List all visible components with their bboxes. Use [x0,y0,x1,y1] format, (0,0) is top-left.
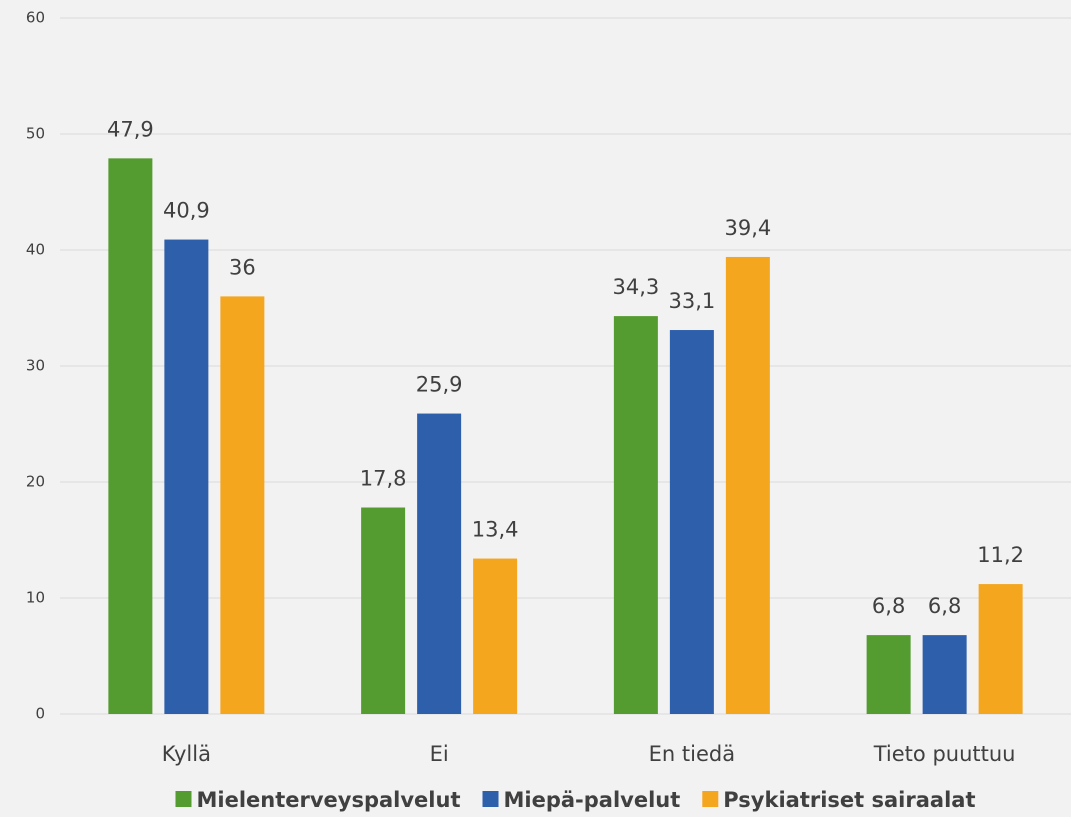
y-tick-label: 40 [26,241,45,259]
value-label: 40,9 [163,199,210,223]
x-tick-label: Kyllä [162,742,211,766]
bar [922,635,967,714]
value-label: 17,8 [360,467,407,491]
legend-swatch [175,791,192,807]
x-tick-label: En tiedä [649,742,735,766]
y-tick-label: 50 [26,125,45,143]
legend-label: Psykiatriset sairaalat [723,788,975,812]
legend-swatch [482,791,499,807]
bar [866,635,911,714]
value-label: 13,4 [472,518,519,542]
legend-label: Miepä-palvelut [504,788,681,812]
legend-swatch [702,791,719,807]
y-tick-label: 60 [26,9,45,27]
value-label: 33,1 [668,289,715,313]
value-label: 39,4 [724,216,771,240]
bar [417,413,462,714]
value-label: 34,3 [612,275,659,299]
value-label: 11,2 [977,543,1024,567]
x-tick-label: Ei [430,742,449,766]
bar [613,316,658,714]
y-tick-label: 20 [26,473,45,491]
value-label: 6,8 [872,594,905,618]
bar [669,330,714,714]
y-tick-label: 0 [35,705,45,723]
value-label: 6,8 [928,594,961,618]
value-label: 47,9 [107,117,154,141]
value-label: 36 [229,255,256,279]
bar [220,296,265,714]
bar [361,507,406,714]
bar [164,239,209,714]
bar [725,256,770,714]
bar [978,584,1023,714]
legend-label: Mielenterveyspalvelut [196,788,460,812]
bar [108,158,153,715]
bar [473,558,518,714]
y-tick-label: 10 [26,589,45,607]
value-label: 25,9 [416,373,463,397]
x-tick-label: Tieto puuttuu [873,742,1016,766]
y-tick-label: 30 [26,357,45,375]
